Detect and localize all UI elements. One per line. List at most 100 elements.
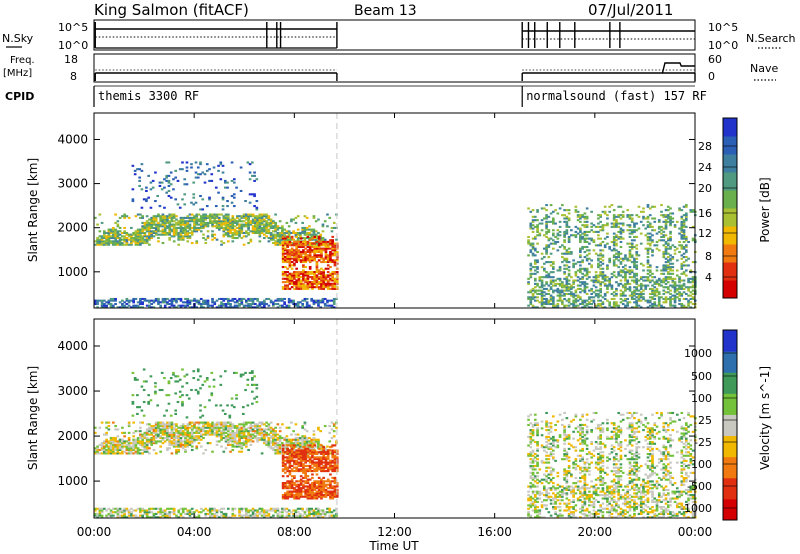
heatmap-cell (179, 230, 183, 233)
heatmap-cell (213, 213, 217, 216)
heatmap-cell (96, 452, 99, 455)
heatmap-cell (145, 436, 149, 440)
heatmap-cell (269, 428, 273, 431)
heatmap-cell (121, 447, 124, 450)
heatmap-cell (538, 289, 542, 292)
heatmap-cell (644, 287, 648, 290)
heatmap-cell (263, 304, 266, 307)
heatmap-cell (244, 200, 247, 203)
heatmap-cell (125, 299, 129, 302)
heatmap-cell (655, 247, 659, 250)
heatmap-cell (175, 301, 178, 304)
heatmap-cell (531, 230, 535, 233)
heatmap-cell (601, 259, 605, 262)
heatmap-cell (258, 235, 262, 238)
noise-left-label: N.Sky (2, 32, 34, 45)
heatmap-cell (238, 299, 241, 302)
heatmap-cell (170, 443, 174, 446)
heatmap-cell (283, 447, 286, 450)
heatmap-cell (583, 281, 587, 284)
heatmap-cell (184, 435, 187, 438)
heatmap-cell (177, 438, 181, 441)
heatmap-cell (184, 216, 187, 219)
heatmap-cell (642, 296, 645, 299)
heatmap-cell (134, 231, 138, 235)
heatmap-cell (311, 282, 314, 285)
heatmap-cell (635, 286, 639, 289)
heatmap-cell (235, 223, 239, 226)
heatmap-cell (531, 252, 535, 255)
heatmap-cell (256, 215, 259, 218)
heatmap-cell (570, 292, 573, 295)
heatmap-cell (594, 292, 598, 295)
heatmap-cell (299, 245, 303, 248)
heatmap-cell (179, 440, 183, 443)
heatmap-cell (278, 235, 282, 238)
heatmap-cell (188, 306, 192, 309)
heatmap-cell (134, 430, 138, 433)
heatmap-cell (256, 216, 259, 219)
heatmap-cell (588, 252, 591, 255)
heatmap-cell (610, 306, 614, 309)
heatmap-cell (576, 219, 580, 222)
heatmap-cell (558, 220, 562, 223)
heatmap-cell (193, 228, 196, 231)
heatmap-cell (195, 215, 199, 218)
heatmap-cell (240, 426, 244, 429)
heatmap-cell (326, 282, 330, 285)
heatmap-cell (107, 301, 111, 304)
heatmap-cell (529, 242, 533, 245)
heatmap-cell (159, 215, 163, 218)
heatmap-cell (651, 279, 654, 282)
heatmap-cell (333, 264, 337, 267)
heatmap-cell (199, 161, 202, 164)
heatmap-cell (224, 304, 228, 307)
heatmap-cell (322, 244, 326, 247)
heatmap-cell (188, 235, 192, 238)
heatmap-cell (263, 423, 266, 426)
heatmap-cell (226, 205, 229, 208)
heatmap-cell (565, 264, 569, 267)
heatmap-cell (594, 225, 598, 228)
heatmap-cell (682, 279, 686, 282)
heatmap-cell (304, 279, 308, 282)
heatmap-cell (254, 230, 257, 233)
heatmap-cell (251, 161, 254, 164)
heatmap-cell (303, 231, 307, 235)
heatmap-cell (585, 234, 589, 237)
heatmap-cell (326, 255, 330, 259)
heatmap-cell (157, 423, 160, 426)
heatmap-cell (127, 452, 131, 455)
heatmap-cell (148, 223, 151, 226)
heatmap-cell (211, 223, 214, 226)
heatmap-cell (185, 166, 189, 169)
heatmap-cell (145, 450, 149, 453)
heatmap-cell (186, 426, 190, 429)
heatmap-cell (123, 431, 126, 434)
heatmap-cell (130, 445, 133, 448)
heatmap-cell (172, 231, 176, 235)
heatmap-cell (308, 247, 312, 250)
heatmap-cell (233, 431, 237, 434)
heatmap-cell (116, 452, 120, 455)
heatmap-cell (148, 233, 151, 236)
heatmap-cell (139, 236, 142, 240)
heatmap-cell (103, 233, 106, 236)
heatmap-cell (332, 430, 336, 433)
heatmap-cell (145, 186, 148, 189)
heatmap-cell (267, 216, 271, 219)
heatmap-cell (281, 228, 284, 231)
heatmap-cell (195, 223, 199, 226)
heatmap-cell (172, 225, 176, 228)
heatmap-cell (666, 239, 670, 242)
heatmap-cell (170, 230, 174, 233)
heatmap-cell (549, 212, 553, 215)
heatmap-cell (159, 233, 163, 236)
heatmap-cell (179, 235, 183, 238)
heatmap-cell (213, 302, 217, 306)
heatmap-cell (320, 277, 323, 280)
heatmap-cell (186, 233, 190, 236)
heatmap-cell (299, 284, 303, 287)
heatmap-cell (211, 216, 214, 219)
heatmap-cell (172, 445, 176, 448)
